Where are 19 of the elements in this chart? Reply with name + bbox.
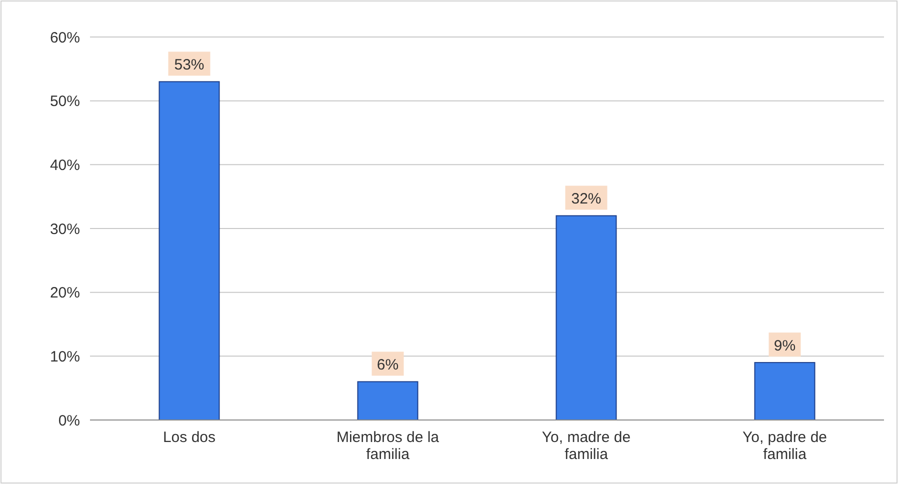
y-tick-label: 0% (58, 412, 80, 430)
y-tick-label: 50% (50, 93, 80, 110)
data-label: 53% (174, 56, 204, 74)
y-tick-label: 60% (50, 29, 80, 46)
x-tick-label: Los dos (162, 429, 216, 446)
data-label: 6% (376, 356, 399, 374)
x-tick-label: Yo, madre de familia (542, 429, 631, 463)
y-tick-label: 10% (50, 348, 80, 366)
bar (357, 381, 418, 420)
bar (556, 215, 617, 420)
x-tick-label: Yo, padre de familia (742, 429, 828, 463)
bar (158, 81, 220, 420)
bar (754, 362, 816, 420)
data-label: 9% (774, 338, 796, 355)
data-label: 32% (571, 190, 602, 208)
x-tick-label: Miembros de la familia (336, 429, 440, 463)
y-tick-label: 40% (50, 156, 80, 174)
y-tick-label: 20% (50, 284, 80, 302)
y-tick-label: 30% (50, 220, 80, 238)
